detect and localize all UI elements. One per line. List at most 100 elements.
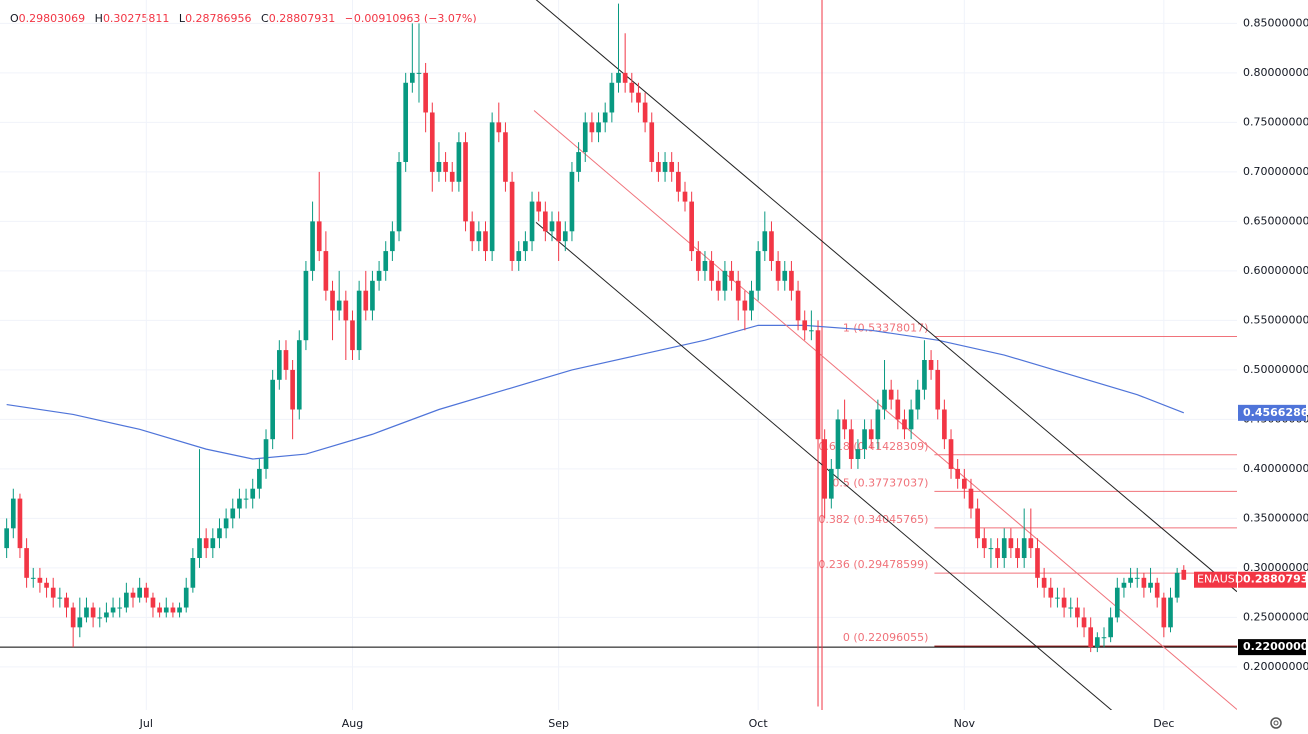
candle-body [436, 161, 442, 172]
y-tick-label: 0.70000000 [1243, 165, 1308, 178]
candle-body [64, 597, 69, 608]
candle-body [955, 468, 961, 479]
candle-body [789, 270, 794, 291]
candle-body [576, 152, 581, 172]
candle-body [981, 538, 987, 549]
last-price-label: 0.28807931 [1243, 573, 1308, 586]
gear[interactable] [1270, 717, 1282, 729]
candle-body [543, 211, 548, 232]
hline-price-label: 0.22000000 [1243, 640, 1308, 653]
y-tick-label: 0.60000000 [1243, 264, 1308, 277]
x-tick-label: Aug [342, 717, 363, 730]
x-tick-label: Sep [548, 717, 569, 730]
candle-body [1114, 587, 1120, 618]
candle-body [396, 161, 402, 232]
candle-body [104, 612, 109, 618]
candle-body [1108, 617, 1113, 638]
candle-body [1101, 637, 1107, 639]
candle-body [749, 290, 754, 311]
candle-body [523, 241, 528, 252]
candle-body [416, 72, 422, 74]
candle-body [1075, 607, 1080, 618]
candle-body [323, 251, 329, 291]
candle-body [24, 548, 29, 578]
candle-body [10, 498, 16, 529]
candle-body [948, 439, 954, 469]
candle-body [243, 498, 249, 500]
candle-body [915, 389, 921, 410]
fib-label: 0.236 (0.29478599) [818, 558, 928, 571]
l-value: 0.28786956 [185, 12, 251, 25]
candle-body [928, 360, 934, 370]
candle-body [622, 72, 628, 83]
candle-body [77, 617, 83, 628]
candle-body [516, 251, 522, 261]
ohlc-header: O0.29803069 H0.30275811 L0.28786956 C0.2… [10, 12, 477, 25]
gear-hub[interactable] [1273, 720, 1279, 726]
candle-body [848, 429, 854, 460]
plot-area: 1 (0.53378017) 0.618 (0.41428309) 0.5 (0.3… [0, 0, 1237, 710]
candle-body [44, 582, 49, 588]
y-tick-label: 0.65000000 [1243, 214, 1308, 227]
candle-body [310, 221, 315, 271]
candle-body [662, 161, 668, 172]
candle-body [702, 260, 708, 271]
candle-body [4, 528, 9, 549]
c-value: 0.28807931 [269, 12, 335, 25]
candle-body [84, 607, 89, 618]
o-value: 0.29803069 [19, 12, 85, 25]
change: −0.00910963 (−3.07%) [345, 12, 477, 25]
candle-body [875, 409, 881, 440]
candle-body [1021, 538, 1027, 559]
candle-body [742, 300, 748, 311]
candle-body [802, 320, 808, 331]
y-tick-label: 0.75000000 [1243, 115, 1308, 128]
candle-body [895, 399, 901, 420]
x-tick-label: Jul [139, 717, 153, 730]
candle-body [689, 201, 694, 252]
candle-body [1035, 548, 1040, 578]
candle-body [50, 587, 56, 598]
candle-body [828, 468, 834, 499]
candle-body [908, 409, 914, 430]
l-label: L [179, 12, 186, 25]
candle-body [762, 231, 768, 252]
y-tick-label: 0.30000000 [1243, 561, 1308, 574]
candle-body [403, 82, 409, 162]
candle-body [190, 558, 196, 588]
candle-body [649, 122, 655, 162]
candle-body [922, 360, 927, 390]
candle-body [276, 350, 282, 380]
candle-body [163, 607, 169, 613]
y-tick-label: 0.35000000 [1243, 511, 1308, 524]
candle-body [549, 221, 555, 232]
candle-body [902, 419, 907, 430]
fib-label: 0.618 (0.41428309) [818, 440, 928, 453]
candle-body [1081, 617, 1087, 628]
candle-body [117, 607, 123, 609]
candle-body [1181, 569, 1187, 580]
candle-body [376, 270, 382, 281]
candle-body [862, 429, 867, 450]
candle-body [656, 161, 661, 172]
h-value: 0.30275811 [103, 12, 169, 25]
candle-body [609, 82, 615, 113]
candle-body [888, 389, 894, 400]
candle-body [1128, 577, 1133, 583]
candle-body [1015, 548, 1020, 559]
candle-body [296, 340, 302, 410]
candle-body [423, 72, 428, 113]
candle-body [669, 161, 675, 172]
candle-body [503, 132, 508, 182]
candle-body [150, 597, 156, 608]
candle-body [130, 592, 136, 598]
candle-body [290, 369, 295, 410]
y-tick-label: 0.40000000 [1243, 462, 1308, 475]
candle-body [250, 488, 256, 499]
candle-body [383, 251, 389, 271]
settings-icon[interactable] [1270, 717, 1282, 729]
last-price-label-box [1238, 571, 1306, 588]
candle-body [709, 260, 714, 281]
candle-body [1055, 597, 1060, 599]
candle-body [217, 528, 222, 539]
